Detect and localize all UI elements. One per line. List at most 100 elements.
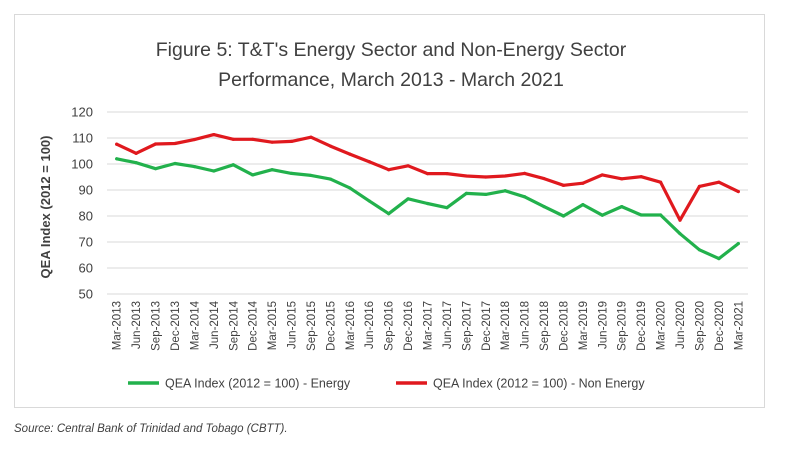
x-tick-label: Jun-2015: [287, 301, 299, 349]
series-lines: [115, 132, 740, 261]
data-point: [736, 189, 740, 194]
data-point: [173, 161, 177, 166]
data-point: [445, 172, 449, 176]
data-point: [348, 186, 352, 190]
data-point: [251, 173, 255, 177]
data-point: [251, 137, 255, 141]
data-point: [503, 189, 507, 193]
y-tick-label: 50: [79, 287, 93, 302]
x-tick-label: Sep-2016: [384, 301, 396, 351]
data-point: [697, 248, 702, 252]
data-point: [406, 164, 410, 168]
data-point: [697, 184, 702, 188]
data-point: [561, 183, 566, 187]
data-point: [425, 201, 430, 206]
data-point: [115, 142, 119, 146]
data-point: [542, 205, 546, 209]
x-tick-label: Jun-2019: [597, 301, 609, 349]
y-tick-label: 90: [79, 183, 93, 198]
x-tick-label: Jun-2014: [209, 300, 221, 349]
data-point: [484, 175, 488, 179]
x-tick-label: Mar-2015: [267, 301, 279, 350]
gridlines: [107, 111, 748, 295]
x-tick-label: Dec-2017: [481, 301, 493, 351]
data-point: [212, 133, 216, 137]
data-point: [600, 173, 604, 177]
x-tick-label: Sep-2014: [228, 300, 240, 350]
source-note: Source: Central Bank of Trinidad and Tob…: [14, 423, 288, 435]
line-chart: Figure 5: T&T's Energy Sector and Non-En…: [38, 39, 748, 391]
data-point: [387, 212, 391, 216]
data-point: [464, 191, 468, 195]
data-point: [387, 168, 391, 172]
data-point: [425, 172, 430, 176]
x-tick-label: Mar-2020: [656, 301, 668, 350]
x-tick-label: Dec-2018: [558, 301, 570, 351]
y-tick-label: 70: [79, 235, 93, 250]
data-point: [561, 214, 566, 218]
data-point: [736, 241, 740, 246]
legend-label: QEA Index (2012 = 100) - Energy: [165, 377, 351, 391]
x-tick-label: Mar-2016: [345, 301, 357, 350]
x-tick-label: Mar-2021: [733, 301, 745, 350]
x-tick-label: Jun-2017: [442, 301, 454, 349]
data-point: [406, 197, 410, 201]
data-point: [542, 176, 546, 181]
chart-title-line-2: Performance, March 2013 - March 2021: [218, 69, 564, 91]
data-point: [153, 142, 158, 146]
x-tick-label: Sep-2017: [461, 301, 473, 351]
data-point: [153, 167, 158, 171]
chart-title-line-1: Figure 5: T&T's Energy Sector and Non-En…: [156, 39, 627, 61]
x-tick-label: Jun-2020: [675, 301, 687, 349]
y-tick-label: 110: [72, 131, 93, 146]
data-point: [464, 174, 468, 178]
x-tick-label: Sep-2013: [151, 301, 163, 351]
x-tick-label: Dec-2013: [170, 301, 182, 351]
data-point: [620, 205, 624, 209]
data-point: [523, 171, 527, 175]
data-point: [581, 181, 585, 185]
data-point: [348, 152, 352, 156]
y-tick-label: 80: [79, 209, 93, 224]
x-tick-label: Mar-2017: [423, 301, 435, 350]
data-point: [231, 163, 235, 167]
data-point: [192, 165, 197, 169]
x-tick-label: Dec-2019: [636, 301, 648, 351]
y-axis-label: QEA Index (2012 = 100): [38, 136, 53, 279]
y-tick-label: 120: [71, 105, 93, 120]
data-point: [717, 180, 721, 184]
x-tick-label: Mar-2014: [189, 300, 201, 350]
data-point: [134, 161, 138, 165]
x-tick-label: Jun-2013: [131, 301, 143, 349]
data-point: [503, 174, 507, 178]
data-point: [134, 151, 138, 155]
data-point: [620, 177, 624, 181]
data-point: [328, 177, 332, 181]
x-tick-label: Dec-2016: [403, 301, 415, 351]
x-tick-label: Sep-2018: [539, 301, 551, 351]
x-tick-label: Mar-2018: [500, 301, 512, 350]
data-point: [173, 141, 177, 146]
chart-frame: Figure 5: T&T's Energy Sector and Non-En…: [14, 14, 765, 408]
data-point: [484, 192, 488, 197]
data-point: [309, 135, 313, 139]
x-tick-label: Sep-2020: [694, 301, 706, 351]
x-tick-label: Sep-2015: [306, 301, 318, 351]
data-point: [231, 137, 235, 141]
series-line-non-energy: [115, 132, 740, 222]
data-point: [309, 173, 313, 178]
data-point: [445, 206, 449, 210]
data-point: [328, 144, 332, 148]
data-point: [270, 168, 274, 172]
data-point: [270, 140, 274, 144]
data-point: [639, 175, 643, 179]
x-tick-label: Jun-2016: [364, 301, 376, 349]
data-point: [289, 171, 294, 175]
x-tick-label: Mar-2013: [112, 301, 124, 350]
data-point: [367, 160, 371, 164]
data-point: [289, 139, 294, 143]
data-point: [367, 199, 371, 203]
y-tick-label: 60: [79, 261, 93, 276]
data-point: [717, 257, 721, 261]
data-point: [678, 218, 682, 222]
